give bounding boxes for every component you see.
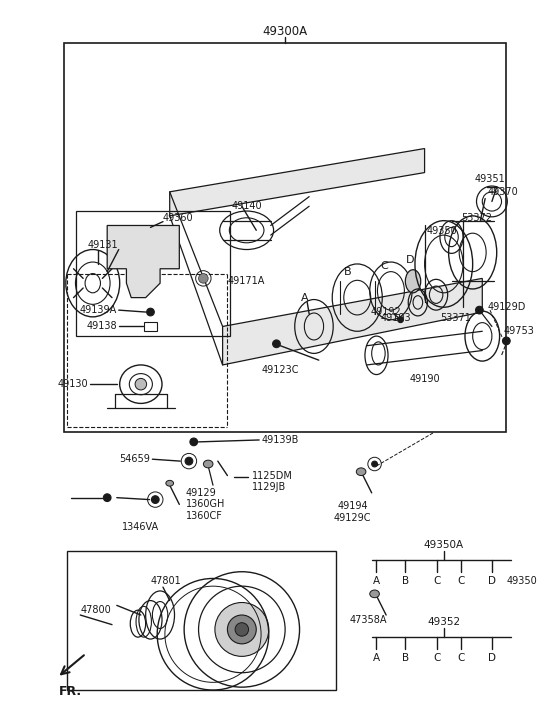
- Text: 49190: 49190: [409, 374, 440, 385]
- Text: 49129: 49129: [186, 488, 217, 498]
- Ellipse shape: [370, 590, 380, 598]
- Text: 49350: 49350: [507, 577, 537, 587]
- Text: 49351: 49351: [475, 174, 505, 185]
- Text: 49131: 49131: [88, 240, 119, 249]
- Text: C: C: [380, 261, 388, 271]
- Text: 47801: 47801: [151, 577, 181, 587]
- Circle shape: [185, 457, 193, 465]
- Text: 49171A: 49171A: [227, 276, 265, 286]
- Polygon shape: [222, 278, 482, 365]
- Text: C: C: [457, 577, 465, 587]
- Text: 49130: 49130: [57, 379, 88, 389]
- Text: 1129JB: 1129JB: [252, 482, 286, 492]
- Text: 49350A: 49350A: [424, 540, 464, 550]
- Ellipse shape: [406, 270, 421, 293]
- Text: B: B: [402, 577, 409, 587]
- Circle shape: [199, 273, 208, 284]
- Text: 47800: 47800: [80, 605, 111, 615]
- Circle shape: [273, 340, 280, 348]
- Text: 49194: 49194: [337, 502, 368, 511]
- Bar: [76, 211, 230, 336]
- Text: 49753: 49753: [503, 326, 534, 337]
- Text: 47358A: 47358A: [349, 615, 387, 624]
- Circle shape: [503, 337, 510, 345]
- Text: 1346VA: 1346VA: [122, 523, 159, 532]
- Text: B: B: [402, 654, 409, 663]
- Text: B: B: [344, 267, 352, 277]
- Text: 49193: 49193: [381, 313, 411, 323]
- Text: 49139A: 49139A: [79, 305, 117, 315]
- Text: C: C: [434, 577, 441, 587]
- Text: C: C: [434, 654, 441, 663]
- Ellipse shape: [356, 468, 366, 475]
- Text: A: A: [373, 577, 380, 587]
- Text: C: C: [457, 654, 465, 663]
- Text: 49129C: 49129C: [334, 513, 371, 523]
- Text: 49129D: 49129D: [487, 302, 525, 312]
- Text: 49360: 49360: [163, 213, 194, 222]
- Text: 49140: 49140: [231, 201, 262, 212]
- Text: 1360GH: 1360GH: [186, 499, 225, 510]
- Text: 49370: 49370: [487, 187, 518, 197]
- Circle shape: [227, 615, 256, 644]
- Text: 49123C: 49123C: [261, 365, 299, 374]
- Text: D: D: [488, 577, 496, 587]
- Polygon shape: [107, 225, 179, 297]
- Text: A: A: [301, 292, 308, 302]
- Text: A: A: [373, 654, 380, 663]
- Bar: [67, 550, 336, 690]
- Text: 49139B: 49139B: [261, 435, 299, 445]
- Ellipse shape: [166, 481, 173, 486]
- Text: 49350: 49350: [427, 226, 457, 236]
- Text: 53372: 53372: [461, 213, 492, 222]
- Circle shape: [476, 306, 483, 314]
- Text: D: D: [406, 255, 414, 265]
- Text: D: D: [488, 654, 496, 663]
- Text: 53371: 53371: [440, 313, 471, 323]
- Ellipse shape: [204, 460, 213, 468]
- Text: 49300A: 49300A: [262, 25, 308, 38]
- Circle shape: [190, 438, 198, 446]
- Circle shape: [135, 379, 147, 390]
- Circle shape: [215, 603, 269, 656]
- Circle shape: [372, 461, 377, 467]
- Circle shape: [147, 308, 154, 316]
- Circle shape: [397, 317, 403, 323]
- Text: 1360CF: 1360CF: [186, 511, 223, 521]
- Circle shape: [103, 494, 111, 502]
- Circle shape: [151, 496, 159, 503]
- Text: 49352: 49352: [427, 616, 461, 627]
- Bar: [144, 321, 157, 332]
- Text: FR.: FR.: [59, 686, 82, 699]
- Text: 54659: 54659: [119, 454, 151, 465]
- Bar: [64, 43, 507, 433]
- Polygon shape: [170, 148, 424, 216]
- Text: 49192: 49192: [371, 307, 401, 317]
- Text: 1125DM: 1125DM: [252, 470, 292, 481]
- Circle shape: [235, 623, 248, 636]
- Text: 49138: 49138: [86, 321, 117, 332]
